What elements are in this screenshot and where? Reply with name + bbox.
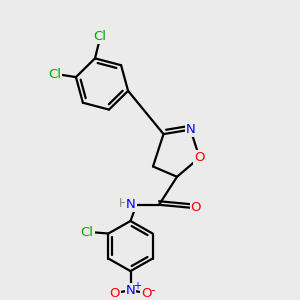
Text: O: O <box>141 287 152 300</box>
Text: N: N <box>126 284 135 297</box>
Text: Cl: Cl <box>81 226 94 238</box>
Text: H: H <box>118 197 127 210</box>
Text: O: O <box>110 287 120 300</box>
Text: +: + <box>133 281 141 291</box>
Text: Cl: Cl <box>48 68 62 81</box>
Text: N: N <box>126 198 136 211</box>
Text: Cl: Cl <box>93 30 106 43</box>
Text: -: - <box>151 284 155 297</box>
Text: O: O <box>191 201 201 214</box>
Text: O: O <box>194 151 205 164</box>
Text: N: N <box>186 123 195 136</box>
